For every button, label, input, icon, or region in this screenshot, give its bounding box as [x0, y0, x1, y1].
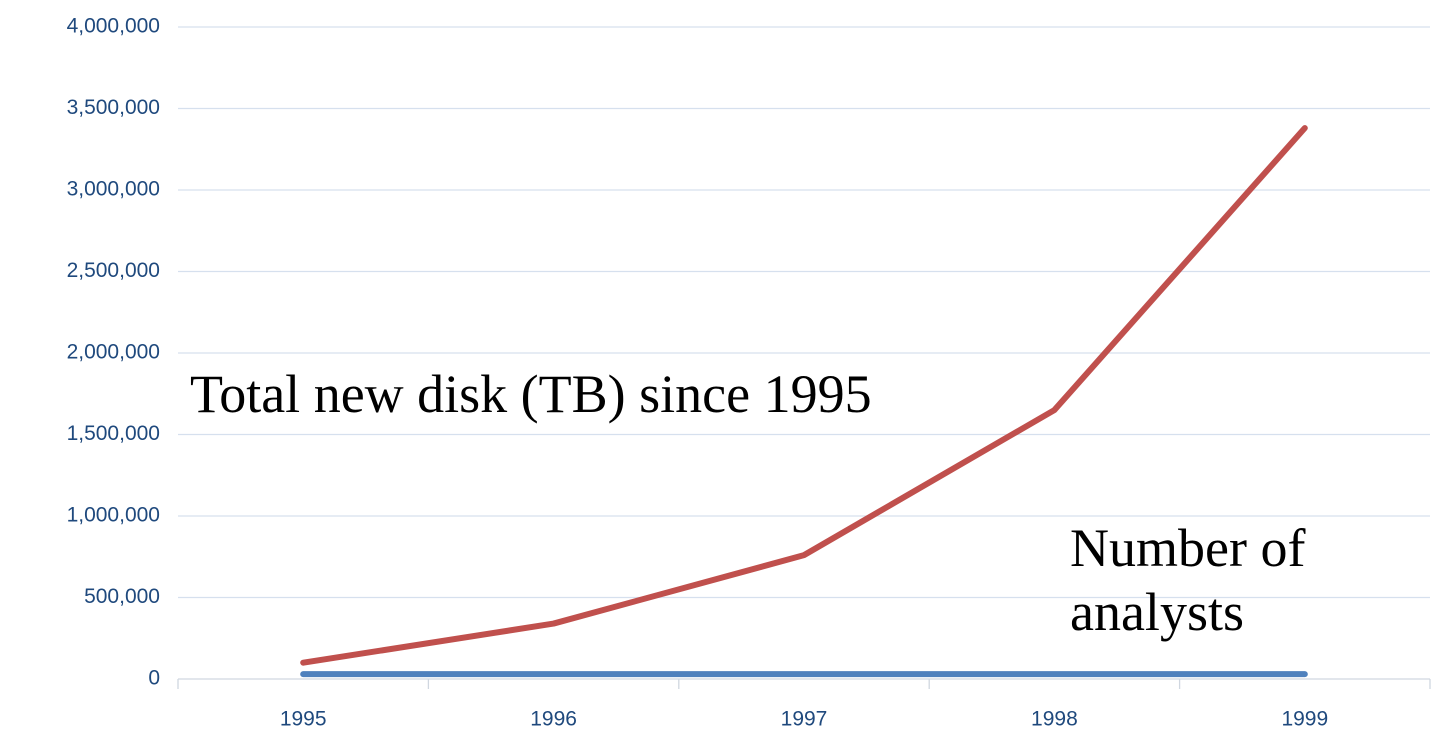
y-tick-label: 500,000 — [84, 585, 160, 608]
y-tick-label: 2,000,000 — [67, 341, 160, 364]
y-tick-label: 2,500,000 — [67, 259, 160, 282]
y-tick-label: 1,000,000 — [67, 504, 160, 527]
y-tick-label: 4,000,000 — [67, 15, 160, 38]
x-tick-label: 1998 — [1031, 708, 1078, 731]
y-tick-label: 1,500,000 — [67, 422, 160, 445]
y-tick-label: 0 — [148, 667, 160, 690]
x-tick-label: 1997 — [781, 708, 828, 731]
x-tick-label: 1999 — [1281, 708, 1328, 731]
x-tick-label: 1995 — [280, 708, 327, 731]
x-tick-label: 1996 — [530, 708, 577, 731]
y-tick-label: 3,000,000 — [67, 178, 160, 201]
series-line — [300, 125, 1308, 666]
series-label: Total new disk (TB) since 1995 — [190, 364, 872, 424]
y-tick-label: 3,500,000 — [67, 96, 160, 119]
series-label: Number of analysts — [1070, 518, 1306, 642]
